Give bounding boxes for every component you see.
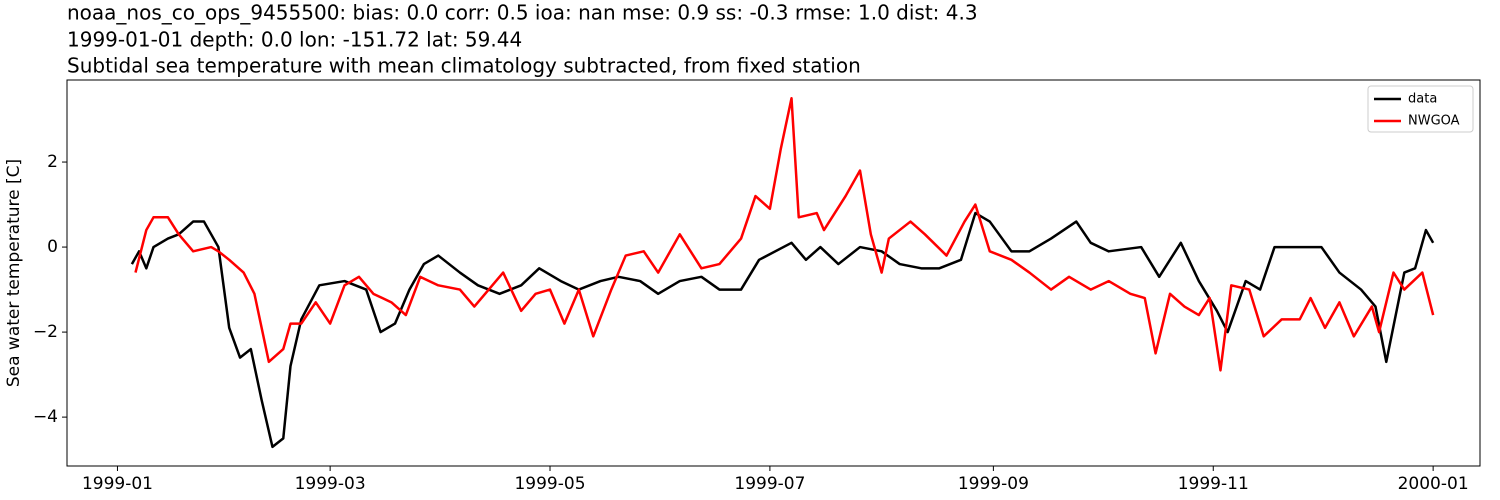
x-tick-label: 1999-05	[514, 474, 585, 494]
data-line	[130, 211, 1435, 449]
chart-subtitle: 1999-01-01 depth: 0.0 lon: -151.72 lat: …	[67, 28, 522, 52]
x-tick-label: 1999-01	[82, 474, 153, 494]
chart-subtitle: Subtidal sea temperature with mean clima…	[67, 54, 861, 78]
y-tick-label: 2	[47, 152, 58, 172]
legend-label: NWGOA	[1408, 114, 1460, 129]
y-tick-label: −4	[33, 407, 58, 427]
plot-frame	[66, 79, 1481, 467]
data-line	[134, 97, 1435, 372]
y-axis-label: Sea water temperature [C]	[4, 159, 24, 387]
x-tick-label: 1999-11	[1178, 474, 1249, 494]
y-tick-label: −2	[33, 322, 58, 342]
chart-title: noaa_nos_co_ops_9455500: bias: 0.0 corr:…	[67, 1, 978, 25]
x-tick-label: 1999-03	[295, 474, 366, 494]
x-tick-label: 1999-07	[734, 474, 805, 494]
y-tick-label: 0	[47, 237, 58, 257]
x-tick-label: 2000-01	[1398, 474, 1469, 494]
legend-label: data	[1408, 92, 1437, 107]
x-tick-label: 1999-09	[958, 474, 1029, 494]
